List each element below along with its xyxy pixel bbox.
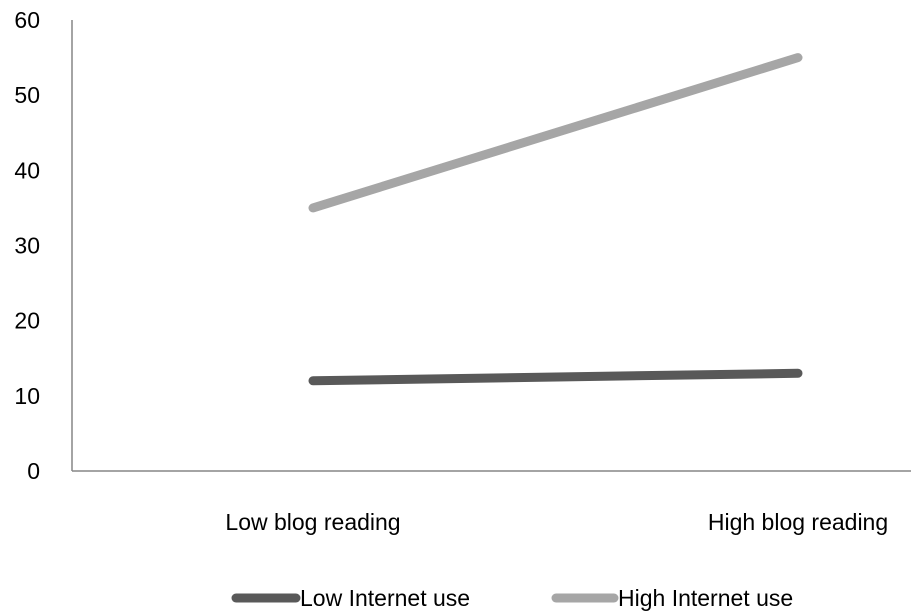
y-tick-label: 40 [14,157,40,183]
series-line-low-internet-use [308,368,803,386]
legend: Low Internet use High Internet use [231,585,793,611]
x-category-labels: Low blog reading High blog reading [225,509,888,535]
x-category-label: Low blog reading [225,509,400,535]
legend-item: Low Internet use [231,585,470,611]
legend-label: High Internet use [618,585,793,611]
y-tick-label: 60 [14,7,40,33]
y-tick-label: 0 [27,458,40,484]
x-category-label: High blog reading [708,509,888,535]
y-tick-label: 10 [14,383,40,409]
y-tick-labels: 0 10 20 30 40 50 60 [14,7,40,484]
legend-item: High Internet use [551,585,793,611]
y-tick-label: 50 [14,82,40,108]
y-tick-label: 30 [14,233,40,259]
legend-label: Low Internet use [300,585,470,611]
series-line-high-internet-use [308,53,803,213]
axes [71,20,911,472]
series-lines [308,53,803,386]
y-tick-label: 20 [14,308,40,334]
